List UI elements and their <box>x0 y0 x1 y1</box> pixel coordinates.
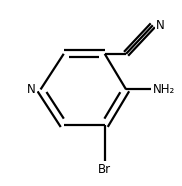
Text: NH₂: NH₂ <box>153 83 175 96</box>
Text: Br: Br <box>98 163 111 176</box>
Text: N: N <box>155 19 164 32</box>
Text: N: N <box>27 83 36 96</box>
